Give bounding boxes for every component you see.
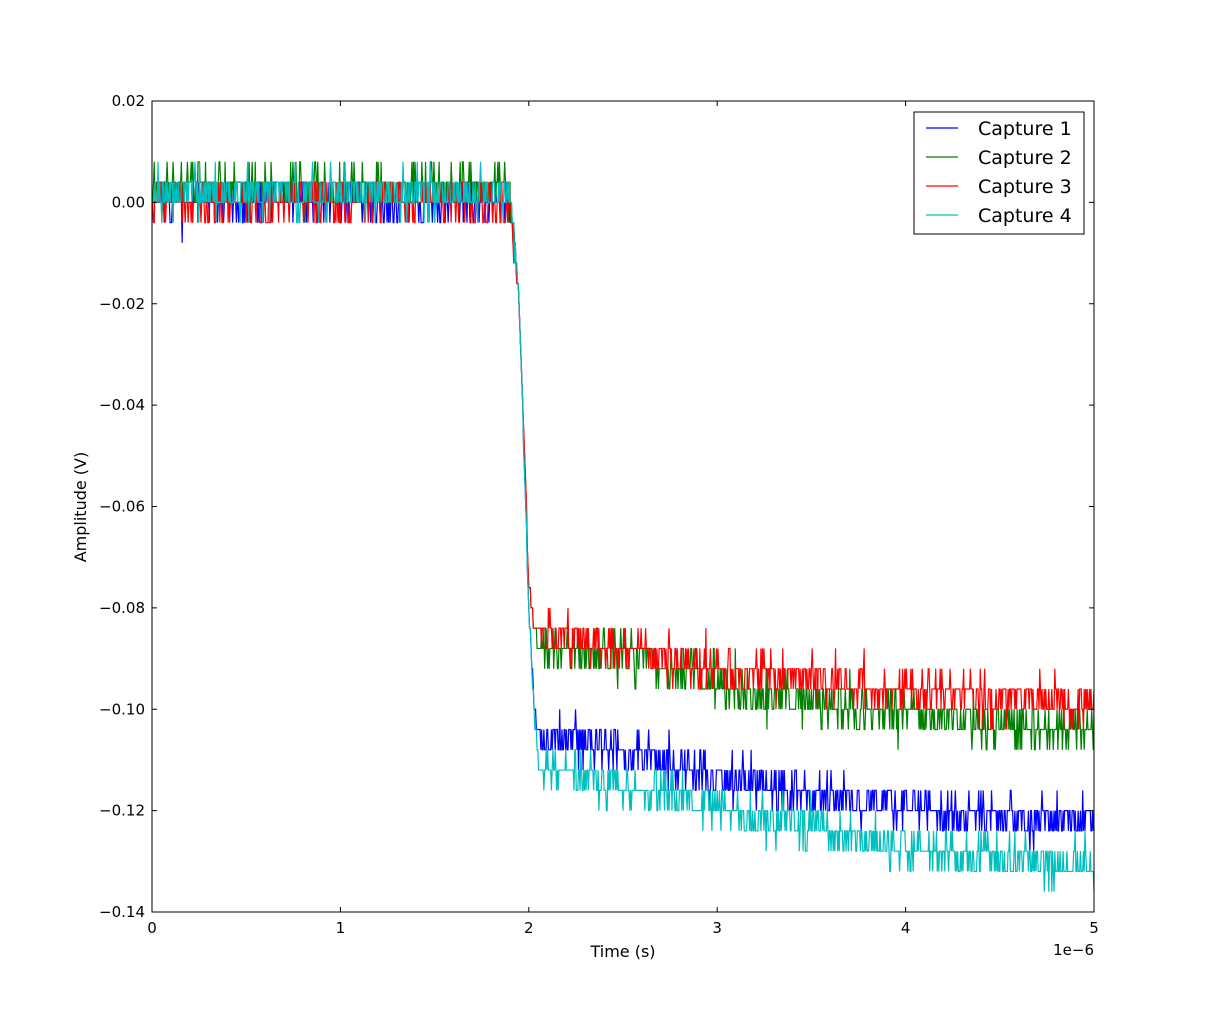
x-tick-label: 0 [147, 919, 157, 937]
legend-box [913, 111, 1085, 235]
y-tick-label: −0.04 [99, 396, 145, 414]
y-tick-label: 0.00 [112, 193, 145, 211]
y-tick-label: −0.02 [99, 295, 145, 313]
y-tick-label: −0.12 [99, 802, 145, 820]
legend-label: Capture 4 [978, 205, 1072, 227]
x-tick-label: 2 [524, 919, 534, 937]
x-tick-label: 5 [1089, 919, 1099, 937]
y-tick-label: −0.08 [99, 599, 145, 617]
series-layer [152, 161, 1094, 892]
legend: Capture 1 Capture 2 Capture 3 Capture 4 [913, 111, 1085, 235]
series-line-2 [152, 161, 1094, 751]
legend-label: Capture 1 [978, 118, 1072, 140]
x-offset-label: 1e−6 [1053, 941, 1094, 959]
legend-label: Capture 2 [978, 147, 1072, 169]
y-tick-label: −0.06 [99, 498, 145, 516]
y-axis-label: Amplitude (V) [71, 452, 90, 563]
series-line-1 [152, 181, 1094, 852]
x-tick-label: 3 [712, 919, 722, 937]
series-line-4 [152, 161, 1094, 892]
legend-label: Capture 3 [978, 176, 1072, 198]
y-tick-label: −0.10 [99, 700, 145, 718]
x-tick-label: 1 [336, 919, 346, 937]
ticks-layer: 0 1 2 3 4 5 0.02 0.00 −0.02 −0.04 −0.06 −0.08 −0.10 −… [99, 92, 1099, 937]
y-tick-label: −0.14 [99, 903, 145, 921]
x-tick-label: 4 [901, 919, 911, 937]
legend-entries: Capture 1 Capture 2 Capture 3 Capture 4 [926, 118, 1072, 227]
y-tick-label: 0.02 [112, 92, 145, 110]
x-axis-label: Time (s) [589, 942, 655, 961]
